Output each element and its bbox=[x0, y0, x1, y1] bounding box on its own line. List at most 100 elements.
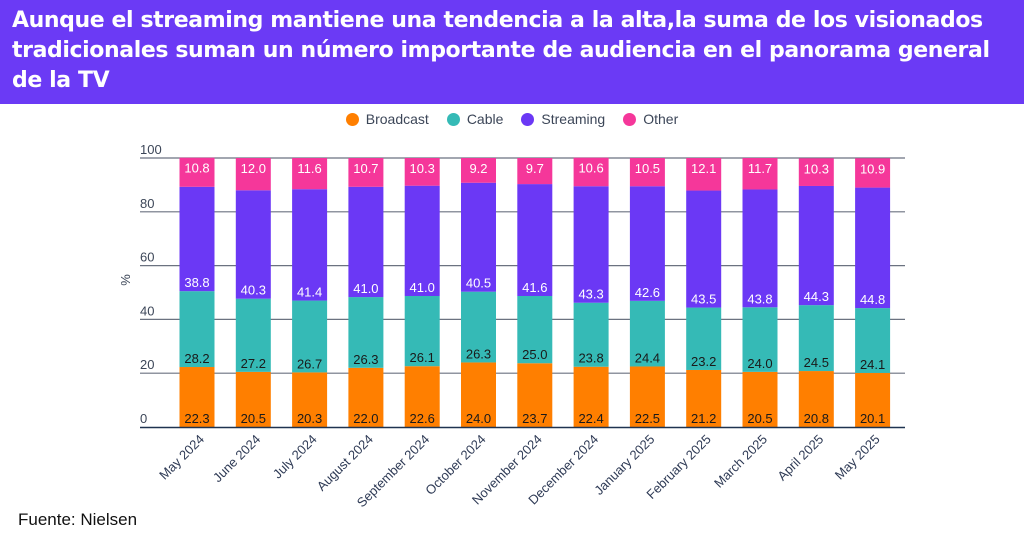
legend-item-streaming[interactable]: Streaming bbox=[521, 111, 605, 127]
data-label: 9.7 bbox=[526, 161, 544, 176]
bar-segment-cable bbox=[573, 302, 609, 367]
bar-segment-broadcast bbox=[179, 367, 215, 427]
data-label: 12.0 bbox=[241, 161, 266, 176]
bar-segment-broadcast bbox=[404, 366, 440, 427]
bar-segment-cable bbox=[404, 295, 440, 367]
bar-segment-cable bbox=[179, 291, 215, 368]
bar-segment-other bbox=[461, 158, 496, 183]
y-tick-label: 60 bbox=[140, 250, 154, 265]
legend-swatch-icon bbox=[446, 112, 460, 126]
data-label: 22.0 bbox=[353, 411, 378, 426]
data-label: 24.1 bbox=[860, 357, 885, 372]
bar-segment-other bbox=[742, 158, 778, 190]
data-label: 20.5 bbox=[241, 411, 266, 426]
data-label: 12.1 bbox=[691, 161, 716, 176]
data-label: 20.1 bbox=[860, 411, 885, 426]
data-label: 10.9 bbox=[860, 161, 885, 176]
data-label: 38.8 bbox=[184, 275, 209, 290]
data-label: 44.3 bbox=[804, 289, 829, 304]
data-label: 22.6 bbox=[410, 411, 435, 426]
bar-segment-streaming bbox=[404, 185, 440, 296]
x-tick-label: July 2024 bbox=[270, 432, 320, 482]
data-label: 25.0 bbox=[522, 347, 547, 362]
bar-segment-streaming bbox=[742, 189, 778, 308]
y-tick-label: 0 bbox=[140, 411, 147, 426]
bar-segment-cable bbox=[461, 291, 496, 363]
y-tick-label: 40 bbox=[140, 303, 154, 318]
data-label: 40.5 bbox=[466, 276, 491, 291]
legend-item-cable[interactable]: Cable bbox=[446, 111, 504, 127]
bar-segment-cable bbox=[348, 297, 384, 368]
x-tick-label: May 2024 bbox=[156, 432, 207, 483]
data-label: 10.3 bbox=[410, 161, 435, 176]
bar-segment-streaming bbox=[573, 186, 609, 303]
bar-segment-streaming bbox=[686, 190, 722, 308]
bar-segment-streaming bbox=[235, 190, 271, 299]
bar-segment-broadcast bbox=[348, 367, 384, 427]
bar-segment-streaming bbox=[629, 186, 665, 301]
data-label: 28.2 bbox=[184, 351, 209, 366]
x-tick-label: April 2025 bbox=[774, 432, 826, 484]
bar-segment-streaming bbox=[517, 184, 553, 296]
bar-segment-streaming bbox=[179, 186, 215, 292]
bar-segment-streaming bbox=[855, 187, 891, 309]
data-label: 20.3 bbox=[297, 411, 322, 426]
bar-segment-cable bbox=[235, 298, 271, 372]
data-label: 10.8 bbox=[184, 161, 209, 176]
bar-segment-cable bbox=[798, 305, 834, 372]
data-label: 43.8 bbox=[747, 291, 772, 306]
data-label: 10.7 bbox=[353, 161, 378, 176]
bar-segment-streaming bbox=[798, 185, 834, 306]
bar-segment-other bbox=[798, 158, 834, 186]
data-label: 10.3 bbox=[804, 161, 829, 176]
data-label: 41.4 bbox=[297, 285, 322, 300]
data-label: 24.0 bbox=[466, 411, 491, 426]
data-label: 24.0 bbox=[747, 356, 772, 371]
data-label: 42.6 bbox=[635, 285, 660, 300]
bar-segment-other bbox=[348, 158, 384, 187]
y-axis-label: % bbox=[118, 274, 133, 286]
data-label: 10.6 bbox=[578, 161, 603, 176]
bar-segment-broadcast bbox=[573, 366, 609, 427]
data-label: 41.0 bbox=[353, 281, 378, 296]
header-banner: Aunque el streaming mantiene una tendenc… bbox=[0, 0, 1024, 104]
data-label: 26.3 bbox=[353, 352, 378, 367]
bar-segment-broadcast bbox=[629, 366, 665, 427]
legend-swatch-icon bbox=[521, 112, 535, 126]
bar-segment-other bbox=[292, 158, 328, 190]
legend-item-broadcast[interactable]: Broadcast bbox=[345, 111, 429, 127]
data-label: 41.0 bbox=[410, 280, 435, 295]
source-note: Fuente: Nielsen bbox=[18, 510, 138, 529]
data-label: 21.2 bbox=[691, 411, 716, 426]
bar-segment-streaming bbox=[292, 189, 328, 301]
bar-segment-cable bbox=[517, 295, 553, 364]
data-label: 23.7 bbox=[522, 411, 547, 426]
data-label: 27.2 bbox=[241, 356, 266, 371]
legend-label: Cable bbox=[466, 111, 504, 127]
data-label: 9.2 bbox=[469, 161, 487, 176]
data-label: 43.3 bbox=[578, 287, 603, 302]
data-label: 22.4 bbox=[578, 411, 603, 426]
data-label: 20.8 bbox=[804, 411, 829, 426]
bar-segment-other bbox=[686, 158, 722, 191]
bar-segment-broadcast bbox=[235, 371, 271, 427]
y-tick-label: 80 bbox=[140, 196, 154, 211]
data-label: 11.6 bbox=[297, 161, 321, 176]
bar-segment-other bbox=[235, 158, 271, 191]
data-label: 10.5 bbox=[635, 161, 660, 176]
x-tick-label: August 2024 bbox=[314, 432, 376, 494]
data-label: 24.5 bbox=[804, 355, 829, 370]
x-tick-label: May 2025 bbox=[832, 432, 883, 483]
y-tick-label: 20 bbox=[140, 357, 154, 372]
chart-title: Aunque el streaming mantiene una tendenc… bbox=[12, 8, 990, 93]
bar-segment-other bbox=[404, 158, 440, 186]
legend-label: Other bbox=[643, 111, 679, 127]
legend-label: Broadcast bbox=[365, 111, 429, 127]
bar-segment-broadcast bbox=[855, 372, 891, 427]
legend-swatch-icon bbox=[345, 112, 359, 126]
legend-item-other[interactable]: Other bbox=[623, 111, 678, 127]
data-label: 41.6 bbox=[522, 280, 547, 295]
data-label: 22.5 bbox=[635, 411, 660, 426]
bar-segment-broadcast bbox=[742, 371, 778, 427]
